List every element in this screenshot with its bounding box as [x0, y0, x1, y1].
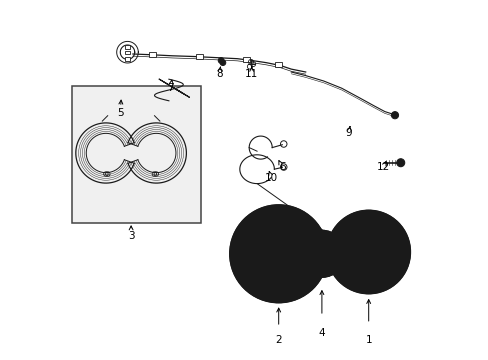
Circle shape: [218, 58, 224, 63]
Circle shape: [230, 205, 326, 302]
Text: 5: 5: [117, 108, 123, 118]
Text: 2: 2: [275, 335, 282, 345]
Text: 3: 3: [127, 231, 134, 241]
Text: 8: 8: [216, 69, 222, 79]
Circle shape: [396, 159, 404, 167]
Circle shape: [298, 230, 345, 277]
Circle shape: [390, 112, 398, 119]
Bar: [124, 57, 130, 60]
Bar: [275, 62, 282, 67]
Text: 6: 6: [279, 162, 285, 172]
Text: 9: 9: [345, 128, 351, 138]
Text: 7: 7: [167, 83, 174, 93]
Bar: [243, 57, 249, 62]
Bar: [124, 50, 130, 54]
Text: 12: 12: [376, 162, 389, 172]
Text: 10: 10: [264, 173, 278, 183]
Bar: [72, 86, 201, 223]
Text: 11: 11: [244, 69, 258, 79]
Bar: [124, 45, 130, 49]
Bar: [196, 54, 203, 59]
Circle shape: [220, 60, 225, 66]
Text: 4: 4: [318, 328, 325, 338]
Text: 1: 1: [365, 335, 371, 345]
Bar: [149, 52, 156, 57]
Circle shape: [326, 211, 409, 293]
